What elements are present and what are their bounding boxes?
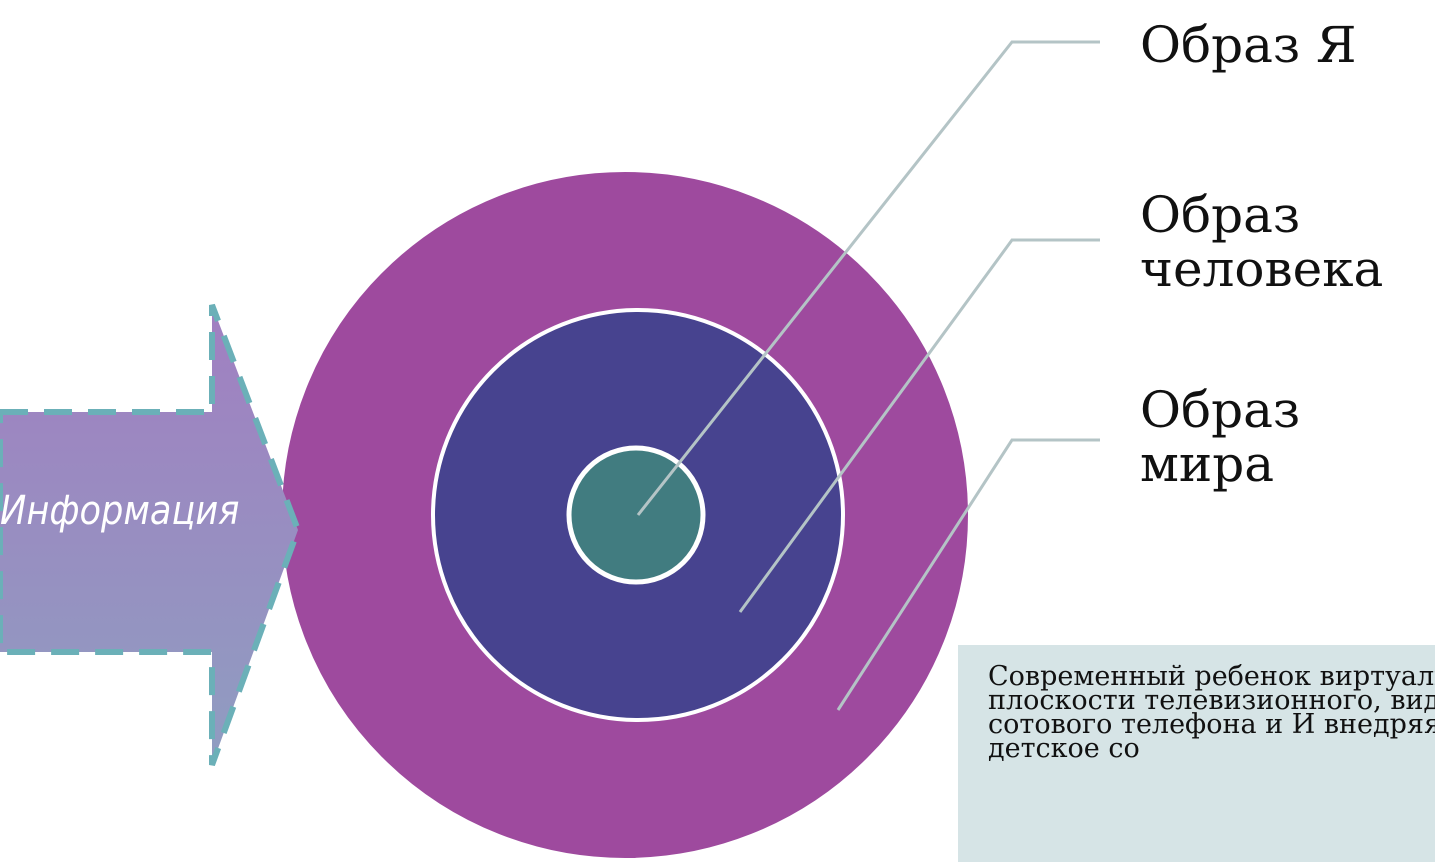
leader-line-human xyxy=(738,238,1100,613)
arrow-label: Информация xyxy=(0,488,240,534)
label-world-image: Образ мира xyxy=(1140,381,1301,493)
leader-line-world xyxy=(836,438,1100,711)
inner-circle-self xyxy=(566,445,706,585)
note-box: Современный ребенок виртуальной плоскост… xyxy=(958,645,1435,862)
label-human-image: Образ человека xyxy=(1140,186,1384,298)
label-self-image: Образ Я xyxy=(1140,16,1357,74)
information-arrow xyxy=(0,303,302,767)
leader-line-self xyxy=(636,40,1100,516)
note-text: Современный ребенок виртуальной плоскост… xyxy=(988,661,1435,764)
